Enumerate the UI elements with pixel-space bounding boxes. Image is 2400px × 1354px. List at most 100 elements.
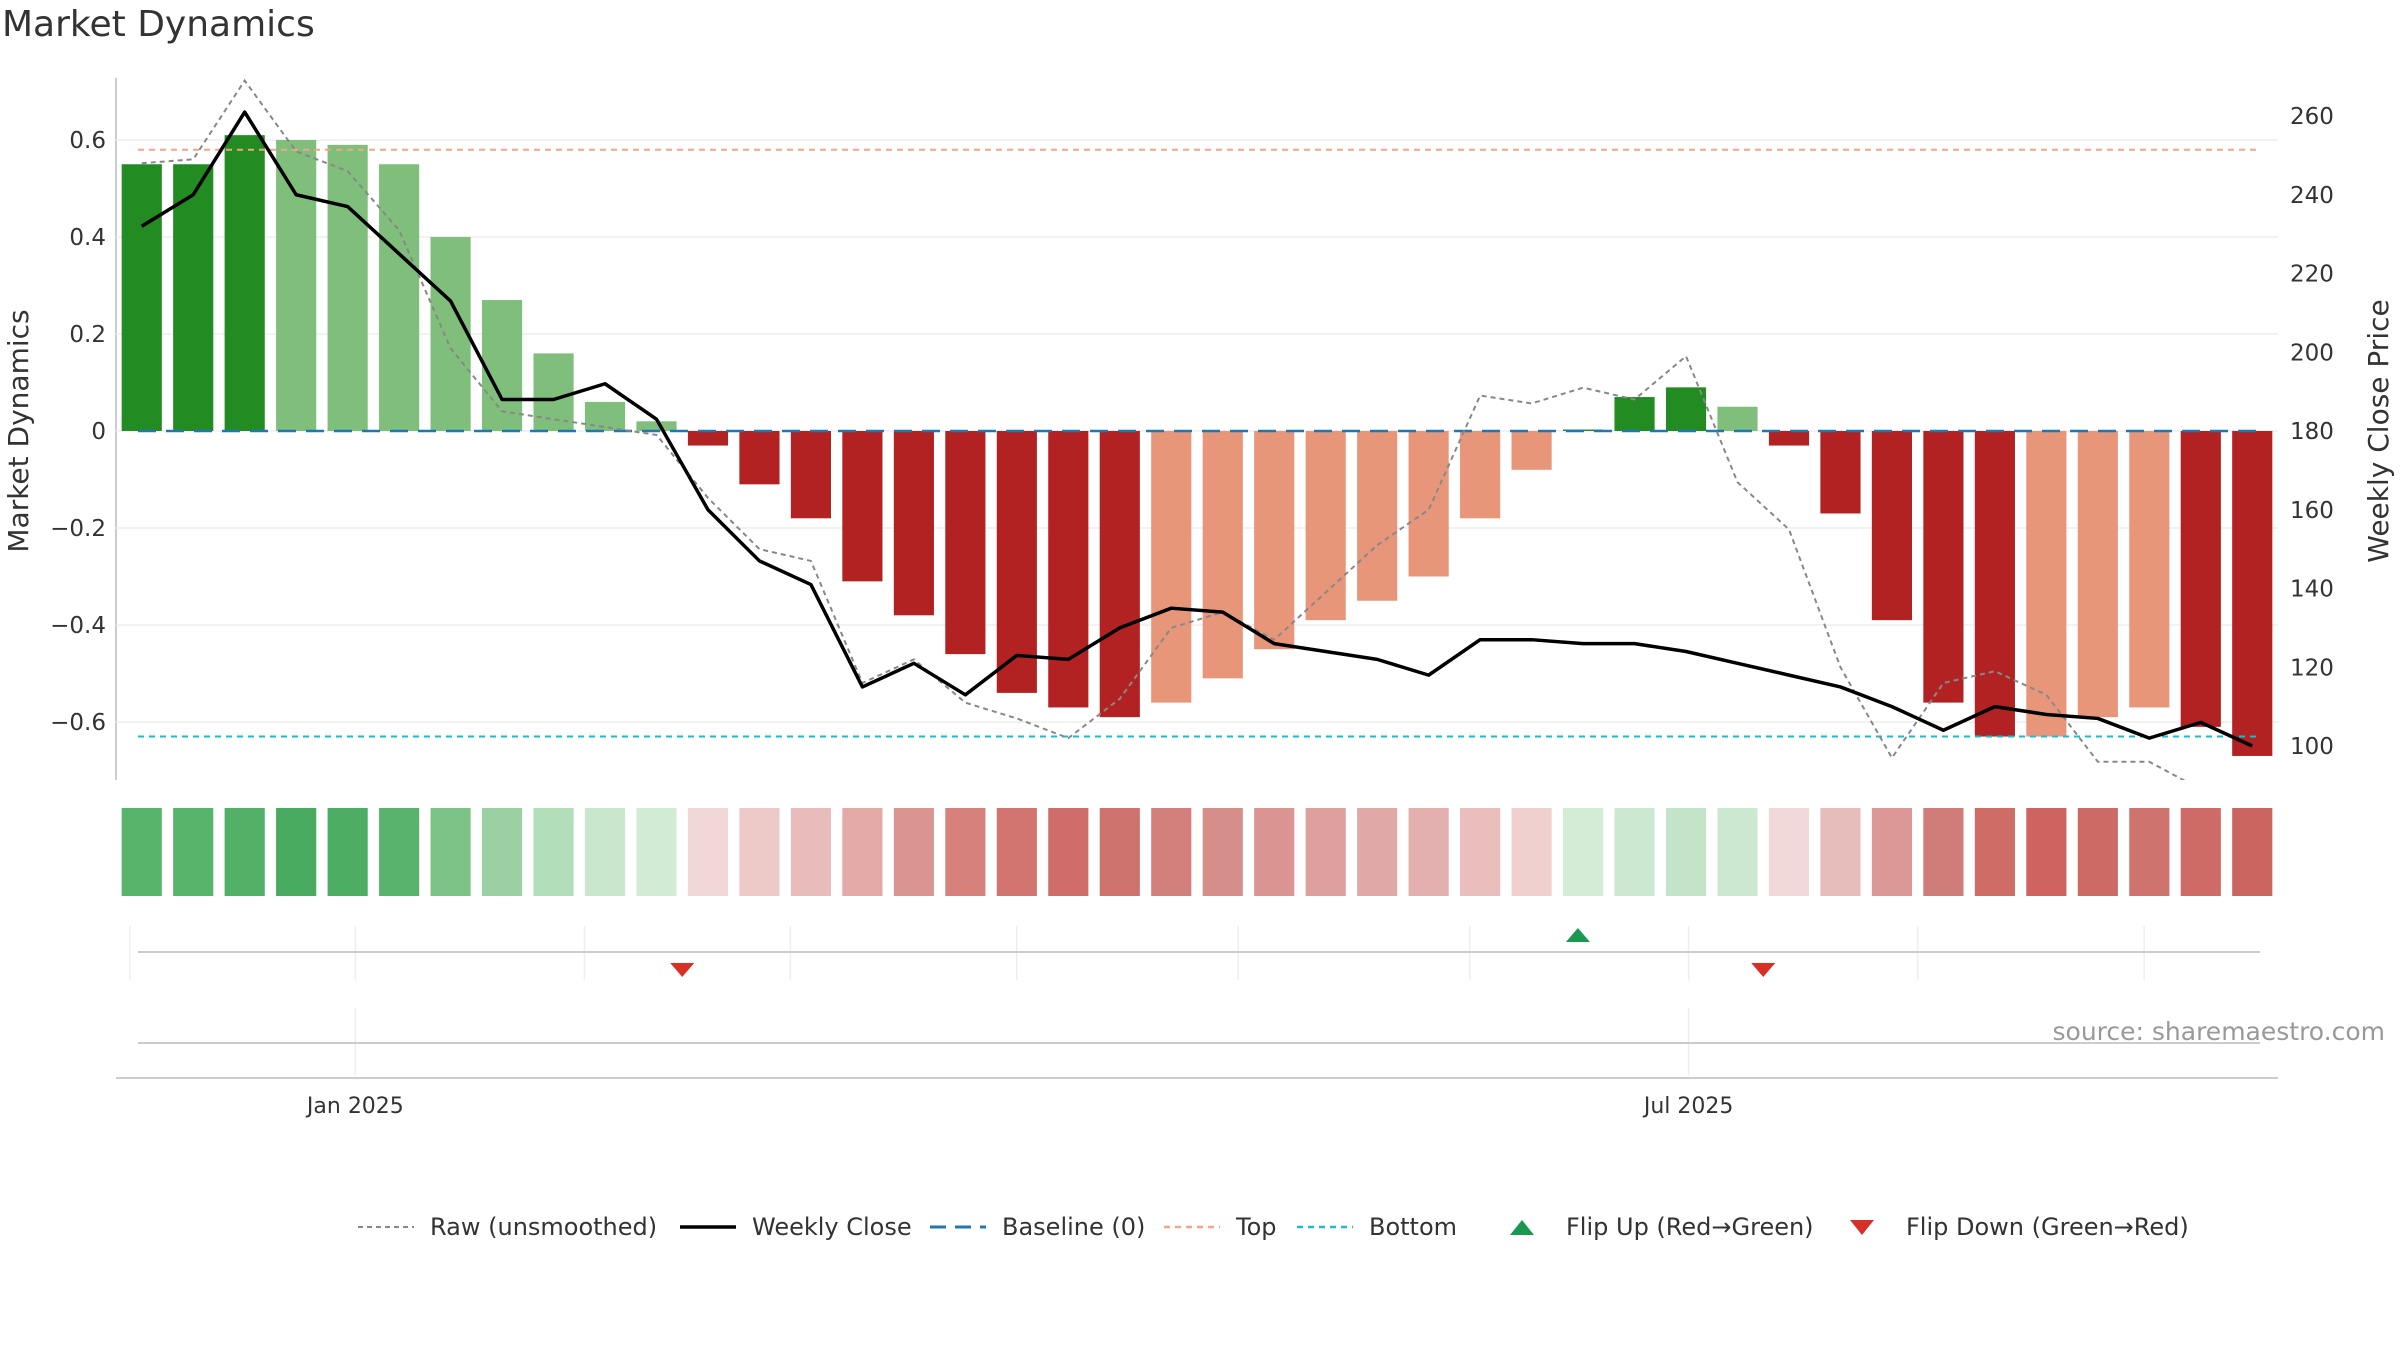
- legend-item-flip-up: Flip Up (Red→Green): [1492, 1202, 1814, 1252]
- legend-label: Raw (unsmoothed): [430, 1213, 658, 1241]
- flip-down-marker: [1751, 963, 1776, 977]
- momentum-bar: [739, 431, 780, 485]
- heat-strip-cell: [1614, 808, 1655, 896]
- momentum-bar: [1614, 397, 1655, 431]
- momentum-bar: [224, 135, 265, 431]
- momentum-bar: [1511, 431, 1552, 470]
- legend-label: Flip Up (Red→Green): [1566, 1213, 1814, 1241]
- heat-strip-cell: [636, 808, 677, 896]
- heat-strip-cell: [1202, 808, 1243, 896]
- momentum-bar: [945, 431, 986, 655]
- heat-strip-cell: [1511, 808, 1552, 896]
- momentum-bar: [327, 144, 368, 431]
- heat-strip-cell: [996, 808, 1037, 896]
- x-tick-label: Jul 2025: [1642, 1094, 1734, 1119]
- momentum-bar: [893, 431, 934, 616]
- momentum-bar: [430, 237, 471, 431]
- heat-strip-cell: [173, 808, 214, 896]
- momentum-bar: [1305, 431, 1346, 621]
- momentum-bar: [173, 164, 214, 431]
- momentum-bar: [2129, 431, 2170, 708]
- momentum-bar: [2180, 431, 2221, 727]
- heat-strip-cell: [1974, 808, 2015, 896]
- y-tick-label: −0.4: [50, 613, 106, 639]
- y2-tick-label: 200: [2290, 340, 2334, 366]
- legend-item-raw: Raw (unsmoothed): [356, 1202, 657, 1252]
- legend-swatch: [930, 1225, 986, 1229]
- momentum-bar: [1768, 431, 1810, 446]
- heat-strip-cell: [1871, 808, 1913, 896]
- heat-strip-cell: [687, 808, 729, 896]
- y2-tick-label: 140: [2290, 577, 2334, 603]
- y2-tick-label: 220: [2290, 262, 2334, 288]
- momentum-bar: [2232, 431, 2273, 756]
- momentum-bar: [2077, 431, 2118, 718]
- y2-tick-label: 160: [2290, 498, 2334, 524]
- heat-strip-cell: [739, 808, 780, 896]
- y-tick-label: 0.4: [69, 225, 106, 251]
- heat-strip-cell: [379, 808, 420, 896]
- y2-tick-label: 120: [2290, 655, 2334, 681]
- y-tick-label: 0: [91, 419, 106, 445]
- heat-strip-cell: [327, 808, 368, 896]
- heat-strip-cell: [1357, 808, 1398, 896]
- legend-swatch: [1164, 1225, 1220, 1229]
- momentum-bar: [533, 353, 574, 431]
- legend-swatch: [1510, 1220, 1534, 1235]
- heat-strip-cell: [1562, 808, 1604, 896]
- heat-strip-cell: [2026, 808, 2067, 896]
- heat-strip-cell: [481, 808, 523, 896]
- legend-label: Baseline (0): [1002, 1213, 1146, 1241]
- y2-tick-label: 100: [2290, 734, 2334, 760]
- heat-strip-cell: [1665, 808, 1707, 896]
- raw-line: [141, 78, 2186, 780]
- heat-strip-cell: [1717, 808, 1758, 896]
- y-tick-label: −0.2: [50, 516, 106, 542]
- heat-strip-cell: [276, 808, 317, 896]
- momentum-bar: [842, 431, 883, 582]
- y2-tick-label: 260: [2290, 104, 2334, 130]
- momentum-bar: [1151, 431, 1192, 703]
- heat-strip-cell: [893, 808, 934, 896]
- legend: Raw (unsmoothed) Weekly Close Baseline (0)…: [0, 1202, 2400, 1252]
- legend-swatch: [1297, 1225, 1353, 1229]
- momentum-bar: [1974, 431, 2015, 737]
- heat-strip-cell: [1254, 808, 1295, 896]
- momentum-bar: [1099, 431, 1140, 718]
- heat-strip-cell: [1923, 808, 1964, 896]
- y-tick-label: −0.6: [50, 710, 106, 736]
- momentum-bar: [687, 431, 729, 446]
- flip-up-marker: [1565, 928, 1590, 942]
- momentum-bar: [1048, 431, 1089, 708]
- heat-strip-cell: [2232, 808, 2273, 896]
- flip-down-marker: [670, 963, 695, 977]
- momentum-bar: [1254, 431, 1295, 650]
- legend-label: Flip Down (Green→Red): [1906, 1213, 2189, 1241]
- heat-strip-cell: [2129, 808, 2170, 896]
- heat-strip-cell: [1408, 808, 1449, 896]
- y-tick-label: 0.2: [69, 322, 106, 348]
- legend-swatch: [358, 1226, 414, 1228]
- momentum-bar: [2026, 431, 2067, 737]
- legend-label: Weekly Close: [752, 1213, 912, 1241]
- heat-strip-cell: [1151, 808, 1192, 896]
- momentum-bar: [1717, 406, 1758, 431]
- momentum-bar: [996, 431, 1037, 693]
- legend-item-close: Weekly Close: [678, 1202, 912, 1252]
- heat-strip-cell: [1768, 808, 1810, 896]
- heat-strip-cell: [2180, 808, 2221, 896]
- heat-strip-cell: [1305, 808, 1346, 896]
- legend-label: Bottom: [1369, 1213, 1458, 1241]
- legend-item-bottom: Bottom: [1295, 1202, 1457, 1252]
- page-title: Market Dynamics: [2, 4, 315, 45]
- heat-strip-cell: [1460, 808, 1501, 896]
- source-label: source: sharemaestro.com: [2053, 1017, 2386, 1046]
- momentum-bar: [1357, 431, 1398, 601]
- momentum-bar: [276, 140, 317, 431]
- momentum-bar: [636, 421, 677, 431]
- heat-strip-cell: [1048, 808, 1089, 896]
- y2-tick-label: 180: [2290, 419, 2334, 445]
- momentum-bar: [1820, 431, 1861, 514]
- momentum-bar: [1460, 431, 1501, 519]
